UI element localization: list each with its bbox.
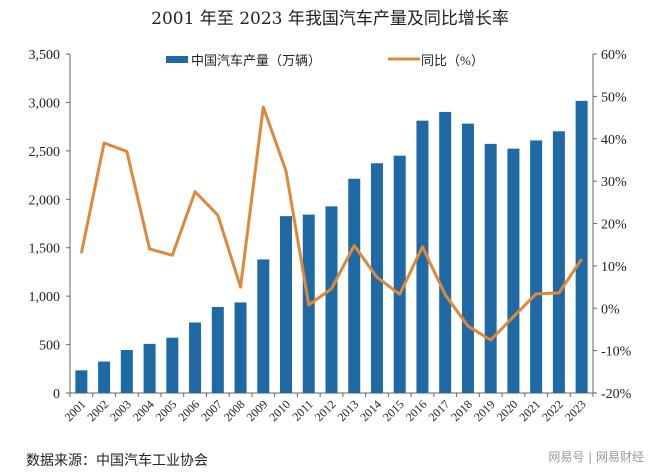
chart-title: 2001 年至 2023 年我国汽车产量及同比增长率: [151, 9, 509, 29]
right-tick-label: 40%: [601, 133, 627, 148]
bar-2016: [416, 120, 429, 394]
bar-2012: [325, 206, 338, 393]
x-tick-label: 2022: [539, 397, 566, 424]
legend-label-growth: 同比（%）: [421, 53, 484, 68]
x-tick-label: 2005: [153, 397, 180, 424]
legend-label-production: 中国汽车产量（万辆）: [191, 53, 321, 68]
x-tick-label: 2020: [494, 397, 521, 424]
bar-2021: [530, 140, 543, 393]
bar-2010: [280, 216, 293, 393]
left-tick-label: 0: [53, 387, 60, 402]
bar-2009: [257, 259, 270, 393]
x-tick-label: 2021: [516, 397, 543, 424]
bar-2018: [461, 123, 474, 393]
bar-2013: [348, 178, 361, 393]
left-tick-label: 3,500: [29, 48, 61, 63]
x-tick-label: 2019: [471, 397, 498, 424]
bar-2017: [439, 111, 452, 394]
bar-2020: [507, 148, 520, 393]
bar-2006: [189, 322, 202, 393]
right-tick-label: 10%: [601, 260, 627, 275]
bar-2007: [211, 306, 224, 393]
left-tick-label: 500: [39, 339, 60, 354]
x-tick-label: 2015: [380, 397, 407, 424]
right-tick-label: -20%: [601, 387, 632, 402]
x-tick-label: 2003: [107, 397, 134, 424]
watermark: 网易号 | 网易财经: [548, 450, 644, 464]
right-tick-label: -10%: [601, 345, 632, 360]
x-tick-label: 2001: [62, 397, 89, 424]
x-tick-label: 2016: [403, 397, 430, 424]
bar-2015: [393, 155, 406, 393]
left-tick-label: 2,000: [29, 193, 61, 208]
left-tick-label: 1,000: [29, 290, 61, 305]
bar-2022: [552, 131, 565, 394]
right-tick-label: 30%: [601, 175, 627, 190]
right-tick-label: 50%: [601, 90, 627, 105]
bar-2001: [75, 370, 88, 393]
x-tick-label: 2004: [130, 397, 157, 424]
x-tick-label: 2010: [266, 397, 293, 424]
left-tick-label: 1,500: [29, 242, 61, 257]
x-tick-label: 2012: [312, 397, 339, 424]
bar-2023: [575, 100, 588, 394]
x-tick-label: 2006: [175, 397, 202, 424]
x-tick-label: 2008: [221, 397, 248, 424]
left-tick-label: 3,000: [29, 96, 61, 111]
x-tick-label: 2002: [84, 397, 111, 424]
x-tick-label: 2023: [562, 397, 589, 424]
x-tick-label: 2014: [357, 397, 384, 424]
x-tick-label: 2009: [244, 397, 271, 424]
right-tick-label: 60%: [601, 48, 627, 63]
bar-2019: [484, 143, 497, 393]
bar-2008: [234, 302, 247, 393]
bar-2002: [98, 361, 111, 393]
x-tick-label: 2013: [334, 397, 361, 424]
bar-2005: [166, 337, 179, 393]
legend-swatch-production: [166, 56, 188, 63]
right-tick-label: 20%: [601, 218, 627, 233]
left-tick-label: 2,500: [29, 145, 61, 160]
bar-2004: [143, 343, 156, 393]
right-tick-label: 0%: [601, 302, 620, 317]
x-tick-label: 2011: [289, 397, 316, 424]
x-tick-label: 2018: [448, 397, 475, 424]
x-tick-label: 2017: [425, 397, 452, 424]
bar-2003: [120, 349, 133, 393]
source-note: 数据来源：中国汽车工业协会: [26, 453, 208, 469]
x-tick-label: 2007: [198, 397, 225, 424]
